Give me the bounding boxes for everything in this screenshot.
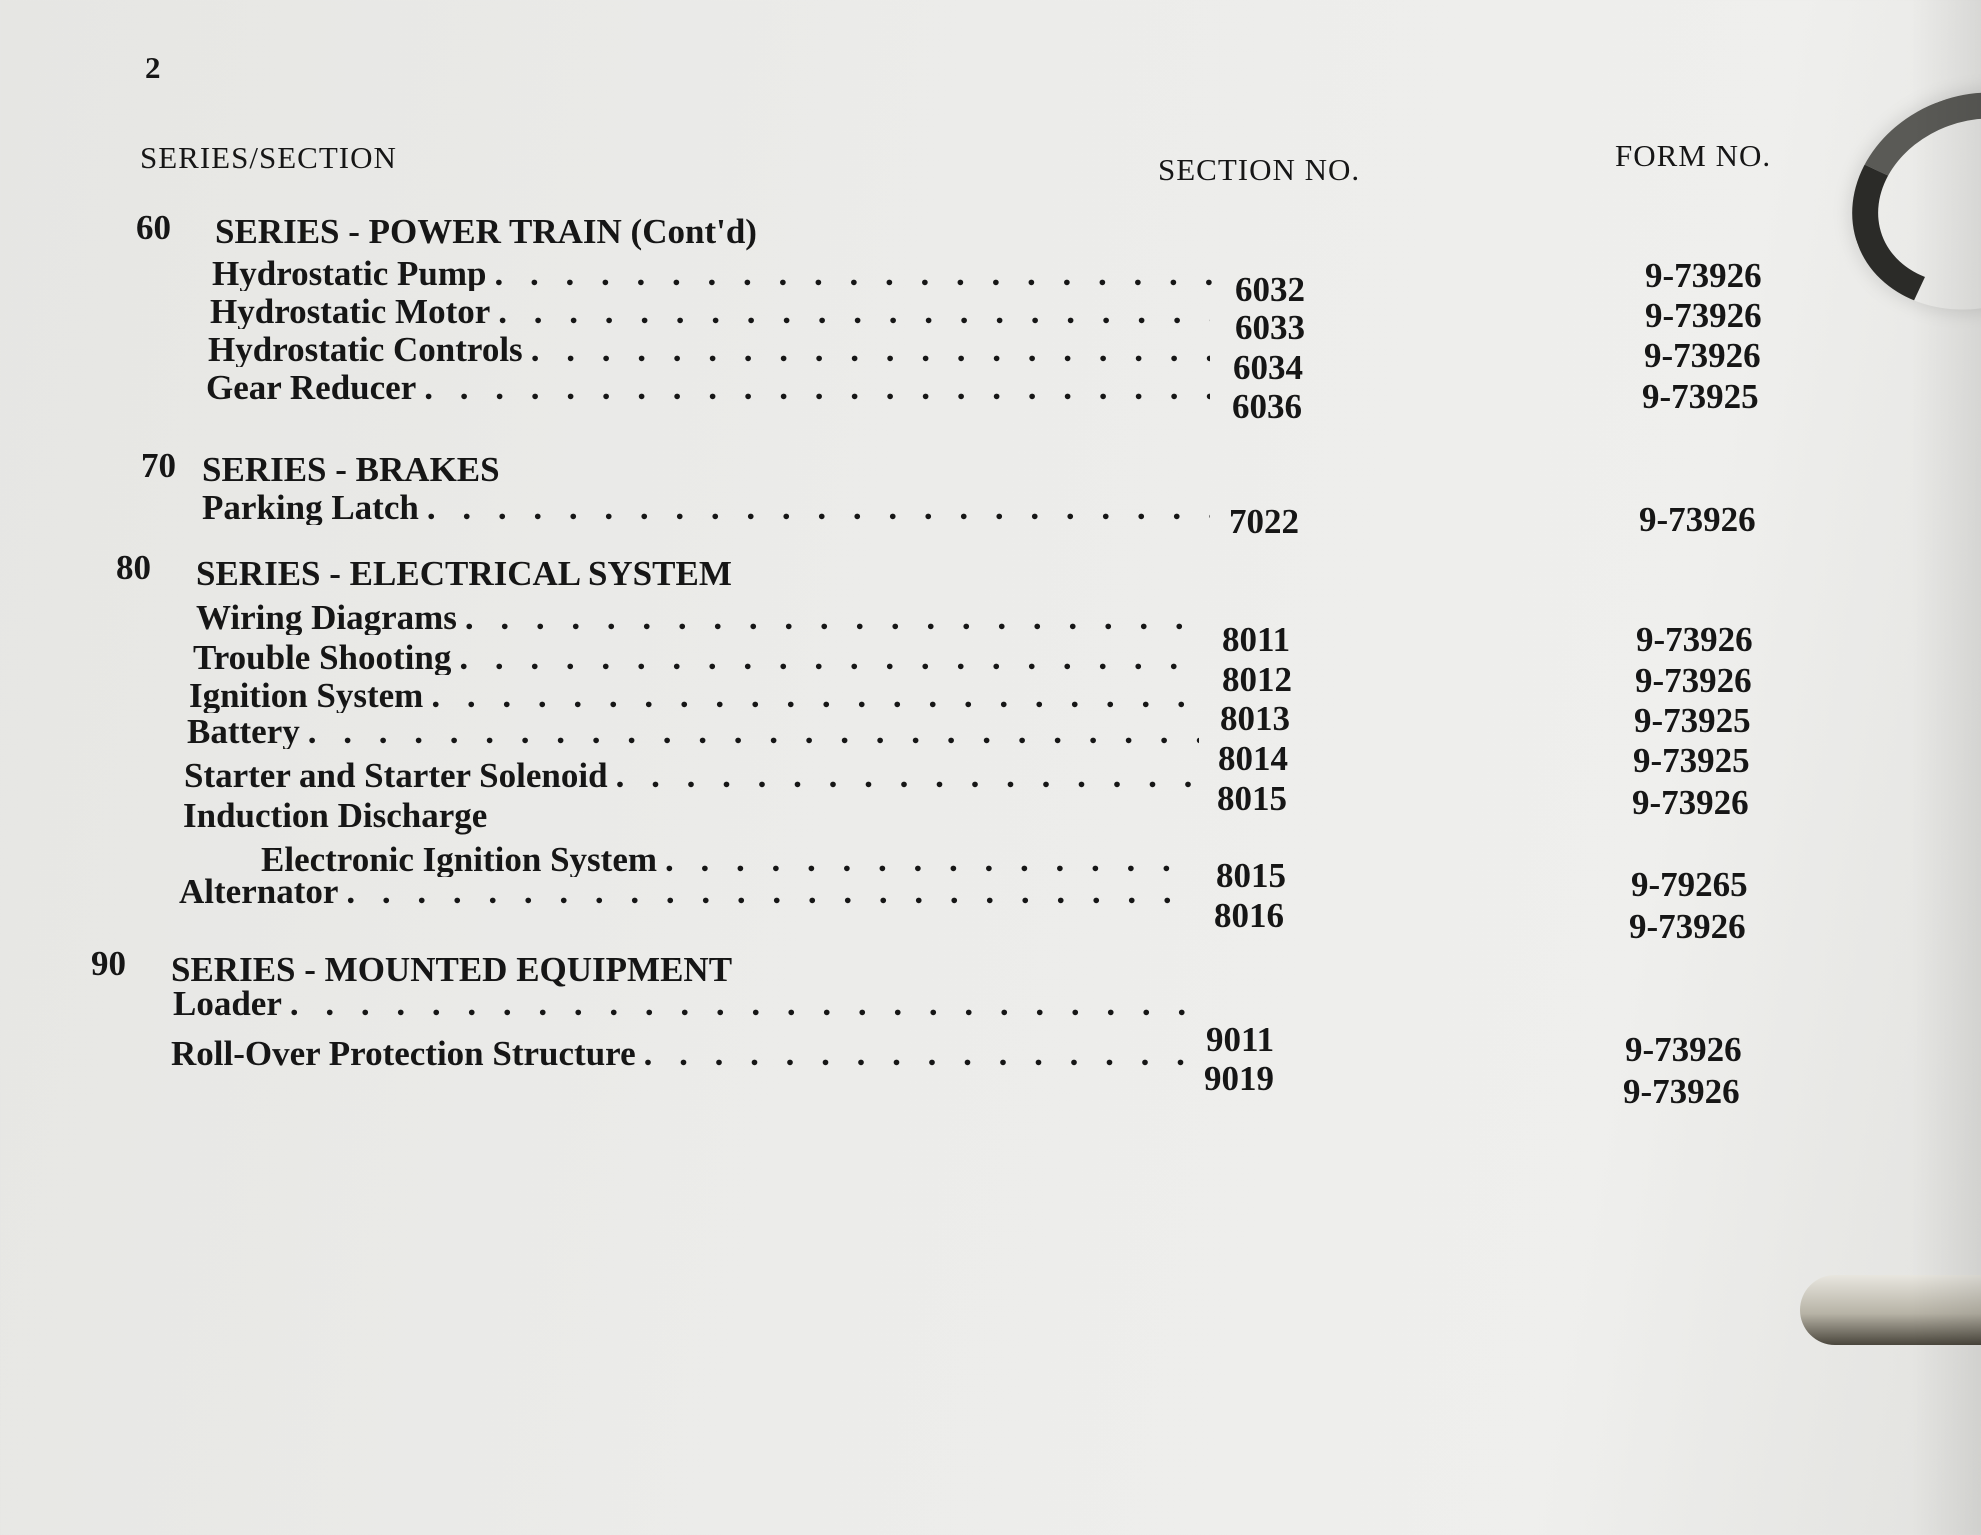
toc-entry: Alternator. . . . . . . . . . . . . . . … <box>179 874 1195 909</box>
series-title: SERIES - MOUNTED EQUIPMENT <box>171 950 733 989</box>
leader-dots: . . . . . . . . . . . . . . . . . . . . … <box>464 600 1204 635</box>
section-number: 8011 <box>1222 620 1291 659</box>
entry-label: Roll-Over Protection Structure <box>171 1036 636 1071</box>
series-number: 90 <box>91 944 126 983</box>
entry-label: Wiring Diagrams <box>196 600 457 635</box>
form-number: 9-73926 <box>1623 1072 1740 1111</box>
entry-label: Trouble Shooting <box>193 640 452 675</box>
leader-dots: . . . . . . . . . . . . . . . . . . . . … <box>426 490 1210 525</box>
entry-label: Parking Latch <box>202 490 419 525</box>
entry-label: Induction Discharge <box>183 796 488 835</box>
section-number: 8012 <box>1222 660 1292 699</box>
form-number: 9-73926 <box>1625 1030 1742 1069</box>
toc-entry: Parking Latch. . . . . . . . . . . . . .… <box>202 490 1210 525</box>
section-number: 6033 <box>1235 308 1305 347</box>
page-number: 2 <box>145 50 162 85</box>
form-number: 9-73926 <box>1636 620 1753 659</box>
series-title: SERIES - BRAKES <box>202 450 500 489</box>
form-number: 9-73926 <box>1635 661 1752 700</box>
form-number: 9-79265 <box>1631 865 1748 904</box>
entry-label: Starter and Starter Solenoid <box>184 758 608 793</box>
leader-dots: . . . . . . . . . . . . . . . . . . . . … <box>530 332 1210 367</box>
series-title: SERIES - ELECTRICAL SYSTEM <box>196 554 732 593</box>
leader-dots: . . . . . . . . . . . . . . . . . . . . … <box>643 1036 1191 1071</box>
toc-entry: Hydrostatic Pump. . . . . . . . . . . . … <box>212 256 1212 291</box>
toc-entry: Trouble Shooting. . . . . . . . . . . . … <box>193 640 1203 675</box>
form-number: 9-73925 <box>1642 377 1759 416</box>
entry-label: Hydrostatic Pump <box>212 256 487 291</box>
section-number: 7022 <box>1229 502 1299 541</box>
form-number: 9-73925 <box>1633 741 1750 780</box>
form-number: 9-73926 <box>1629 907 1746 946</box>
leader-dots: . . . . . . . . . . . . . . . . . . . . … <box>615 758 1198 793</box>
entry-label: Hydrostatic Motor <box>210 294 491 329</box>
section-number: 8015 <box>1217 779 1287 818</box>
leader-dots: . . . . . . . . . . . . . . . . . . . . … <box>424 370 1210 405</box>
section-number: 8013 <box>1220 699 1290 738</box>
toc-entry: Gear Reducer. . . . . . . . . . . . . . … <box>206 370 1210 405</box>
toc-entry: Wiring Diagrams. . . . . . . . . . . . .… <box>196 600 1204 635</box>
entry-label: Alternator <box>179 874 339 909</box>
form-number: 9-73926 <box>1645 296 1762 335</box>
series-title: SERIES - POWER TRAIN (Cont'd) <box>215 212 757 251</box>
page-edge-shadow <box>1911 0 1981 1535</box>
entry-label: Gear Reducer <box>206 370 417 405</box>
form-number: 9-73926 <box>1644 336 1761 375</box>
leader-dots: . . . . . . . . . . . . . . . . . . . . … <box>307 714 1199 749</box>
series-number: 80 <box>116 548 151 587</box>
series-number: 60 <box>136 208 171 247</box>
toc-entry: Ignition System. . . . . . . . . . . . .… <box>189 678 1201 713</box>
form-number: 9-73925 <box>1634 701 1751 740</box>
entry-label: Battery <box>187 714 300 749</box>
section-number: 9019 <box>1204 1059 1274 1098</box>
binder-ring-icon <box>1800 1275 1981 1345</box>
leader-dots: . . . . . . . . . . . . . . . . . . . . … <box>289 986 1191 1021</box>
section-number: 6034 <box>1233 348 1303 387</box>
section-number: 8014 <box>1218 739 1288 778</box>
entry-label: Hydrostatic Controls <box>208 332 523 367</box>
entry-label: Electronic Ignition System <box>261 842 658 877</box>
section-number: 6036 <box>1232 387 1302 426</box>
section-number: 8015 <box>1216 856 1286 895</box>
toc-entry: Hydrostatic Controls. . . . . . . . . . … <box>208 332 1210 367</box>
toc-entry: Electronic Ignition System. . . . . . . … <box>261 842 1196 877</box>
section-number: 9011 <box>1206 1020 1275 1059</box>
toc-entry: Loader. . . . . . . . . . . . . . . . . … <box>173 986 1191 1021</box>
section-number: 8016 <box>1214 896 1284 935</box>
leader-dots: . . . . . . . . . . . . . . . . . . . . … <box>498 294 1210 329</box>
toc-entry: Battery. . . . . . . . . . . . . . . . .… <box>187 714 1199 749</box>
header-section-no: SECTION NO. <box>1158 152 1361 187</box>
toc-entry: Hydrostatic Motor. . . . . . . . . . . .… <box>210 294 1210 329</box>
leader-dots: . . . . . . . . . . . . . . . . . . . . … <box>459 640 1203 675</box>
toc-entry: Roll-Over Protection Structure. . . . . … <box>171 1036 1191 1071</box>
entry-label: Loader <box>173 986 282 1021</box>
leader-dots: . . . . . . . . . . . . . . . . . . . . … <box>494 256 1213 291</box>
form-number: 9-73926 <box>1639 500 1756 539</box>
form-number: 9-73926 <box>1632 783 1749 822</box>
toc-entry: Starter and Starter Solenoid. . . . . . … <box>184 758 1198 793</box>
header-form-no: FORM NO. <box>1615 138 1772 173</box>
entry-label: Ignition System <box>189 678 424 713</box>
leader-dots: . . . . . . . . . . . . . . . . . . . . … <box>346 874 1195 909</box>
series-number: 70 <box>141 446 176 485</box>
header-series-section: SERIES/SECTION <box>140 140 397 175</box>
section-number: 6032 <box>1235 270 1305 309</box>
leader-dots: . . . . . . . . . . . . . . . . . . . . … <box>431 678 1201 713</box>
leader-dots: . . . . . . . . . . . . . . . . . . . . … <box>665 842 1196 877</box>
form-number: 9-73926 <box>1645 256 1762 295</box>
